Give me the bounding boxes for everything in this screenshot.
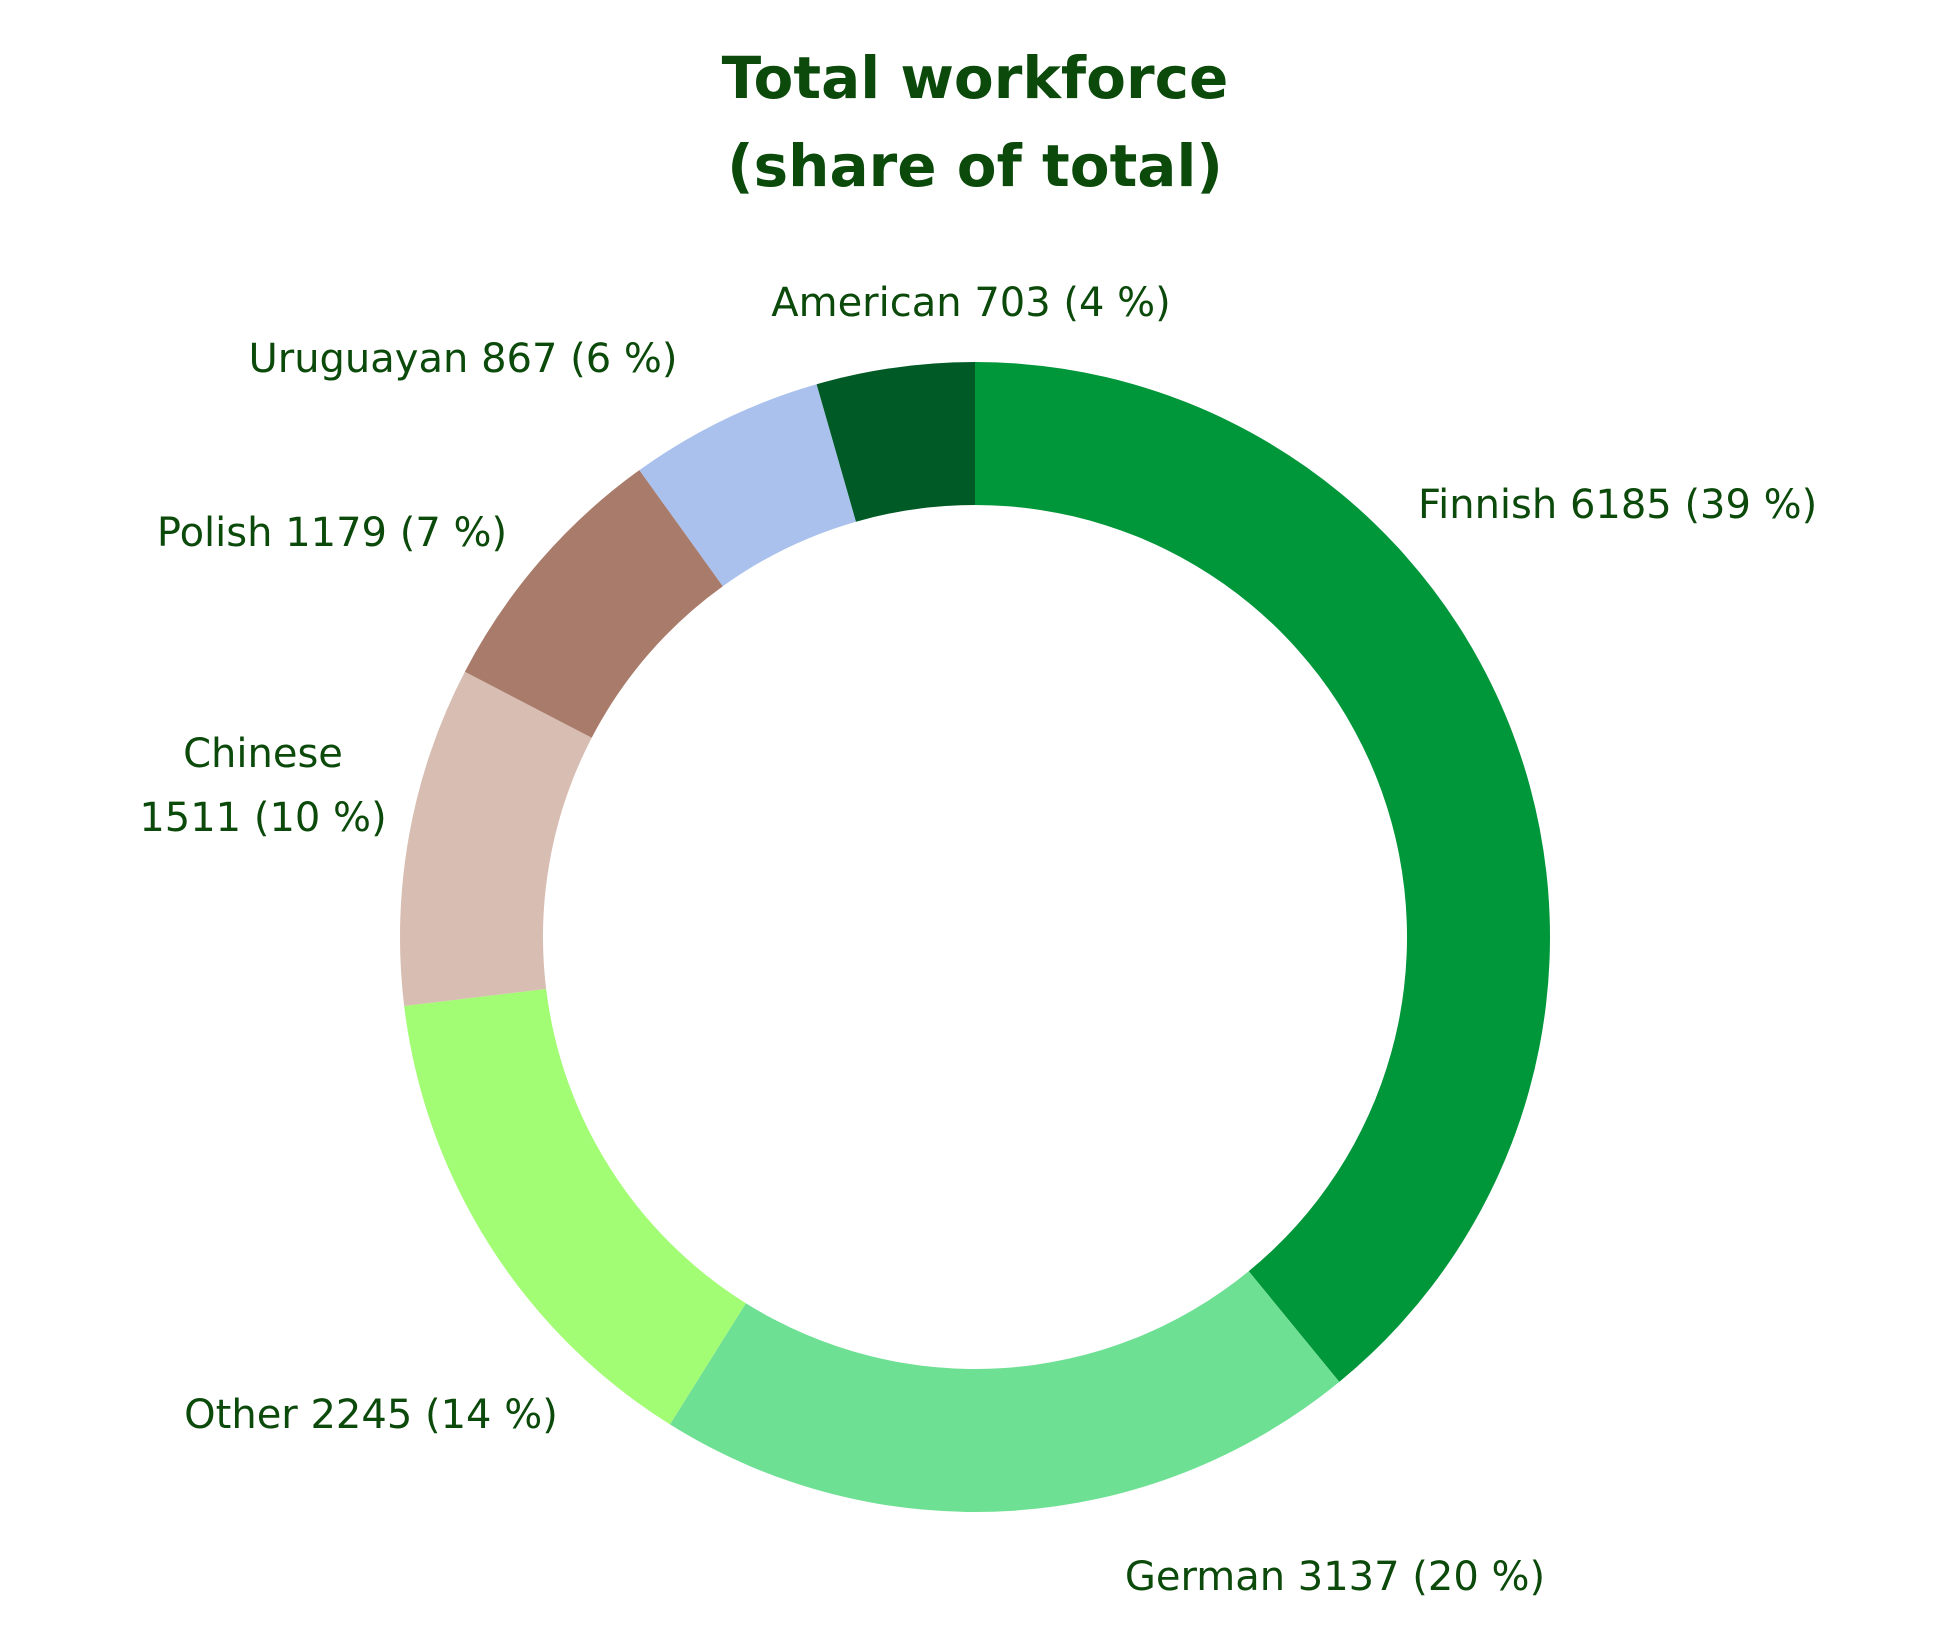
label-value: 1179 (7 %) bbox=[285, 510, 507, 556]
label-category: Polish bbox=[157, 510, 273, 556]
donut-slice bbox=[464, 470, 723, 738]
label-value: 2245 (14 %) bbox=[310, 1392, 557, 1438]
data-label: Polish 1179 (7 %) bbox=[157, 510, 507, 556]
chart-subtitle: (share of total) bbox=[727, 132, 1223, 200]
label-category: Other bbox=[184, 1392, 298, 1438]
data-label: Uruguayan 867 (6 %) bbox=[248, 336, 677, 382]
chart-title: Total workforce bbox=[722, 44, 1229, 112]
label-value: 3137 (20 %) bbox=[1298, 1554, 1545, 1600]
data-label: Chinese 1511 (10 %) bbox=[139, 731, 386, 841]
label-category: Finnish bbox=[1418, 482, 1557, 528]
donut-slice bbox=[404, 988, 746, 1425]
donut-slice bbox=[400, 671, 592, 1007]
label-category: German bbox=[1125, 1554, 1285, 1600]
donut-slice bbox=[975, 362, 1550, 1382]
label-value: 6185 (39 %) bbox=[1570, 482, 1817, 528]
label-value: 703 (4 %) bbox=[974, 280, 1170, 326]
data-label: Finnish 6185 (39 %) bbox=[1418, 482, 1817, 528]
data-label: American 703 (4 %) bbox=[771, 280, 1171, 326]
donut-slice bbox=[816, 362, 975, 522]
data-label: Other 2245 (14 %) bbox=[184, 1392, 558, 1438]
donut-slice bbox=[669, 1271, 1340, 1512]
label-category: Uruguayan bbox=[248, 336, 468, 382]
label-value: 867 (6 %) bbox=[481, 336, 677, 382]
donut-slice bbox=[639, 384, 856, 587]
label-category: American bbox=[771, 280, 961, 326]
label-value: 1511 (10 %) bbox=[139, 795, 386, 841]
data-label: German 3137 (20 %) bbox=[1125, 1554, 1545, 1600]
label-category: Chinese bbox=[183, 731, 343, 777]
